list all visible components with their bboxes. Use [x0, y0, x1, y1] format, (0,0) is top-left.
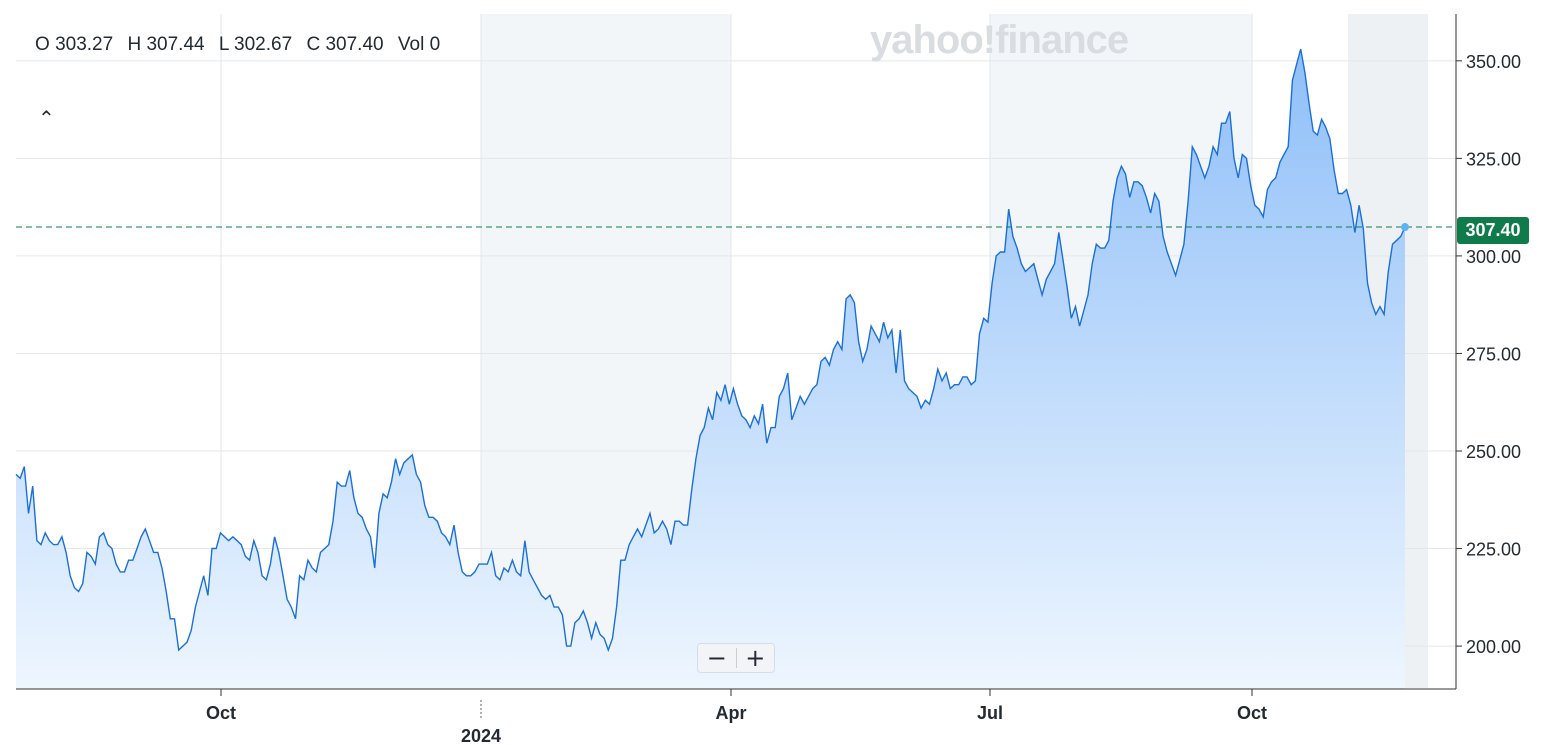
yahoo-finance-logo: yahoo!finance [870, 18, 1129, 62]
y-tick-label: 300.00 [1466, 247, 1521, 267]
y-tick-label: 250.00 [1466, 442, 1521, 462]
chevron-up-icon[interactable]: ⌃ [38, 108, 55, 130]
close-value: C 307.40 [306, 34, 384, 55]
high-value: H 307.44 [127, 34, 205, 55]
price-line [15, 48, 1406, 653]
x-axis-ticks: Oct Apr Jul Oct 2024 [206, 689, 1267, 745]
x-tick-label: Jul [977, 703, 1003, 723]
open-value: O 303.27 [35, 34, 114, 55]
x-tick-label: Apr [716, 703, 747, 723]
y-tick-label: 225.00 [1466, 540, 1521, 560]
x-tick-label: Oct [1237, 703, 1267, 723]
zoom-controls: − + [697, 643, 775, 673]
volume-value: Vol 0 [397, 34, 441, 55]
ohlc-readout: O 303.27 H 307.44 L 302.67 C 307.40 Vol … [35, 34, 449, 56]
y-axis-ticks: 200.00 225.00 250.00 275.00 300.00 325.00 350.… [1456, 52, 1521, 657]
zoom-in-button[interactable]: + [737, 644, 775, 672]
x-year-label: 2024 [461, 726, 501, 745]
y-tick-label: 200.00 [1466, 637, 1521, 657]
price-area [16, 49, 1405, 690]
y-tick-label: 350.00 [1466, 52, 1521, 72]
y-tick-label: 275.00 [1466, 344, 1521, 364]
zoom-out-button[interactable]: − [698, 644, 736, 672]
last-price-dot[interactable] [1401, 223, 1409, 232]
zoom-divider [735, 648, 737, 668]
y-tick-label: 325.00 [1466, 149, 1521, 169]
low-value: L 302.67 [218, 34, 293, 55]
x-tick-label: Oct [206, 703, 236, 723]
current-price-badge: 307.40 [1457, 217, 1529, 244]
